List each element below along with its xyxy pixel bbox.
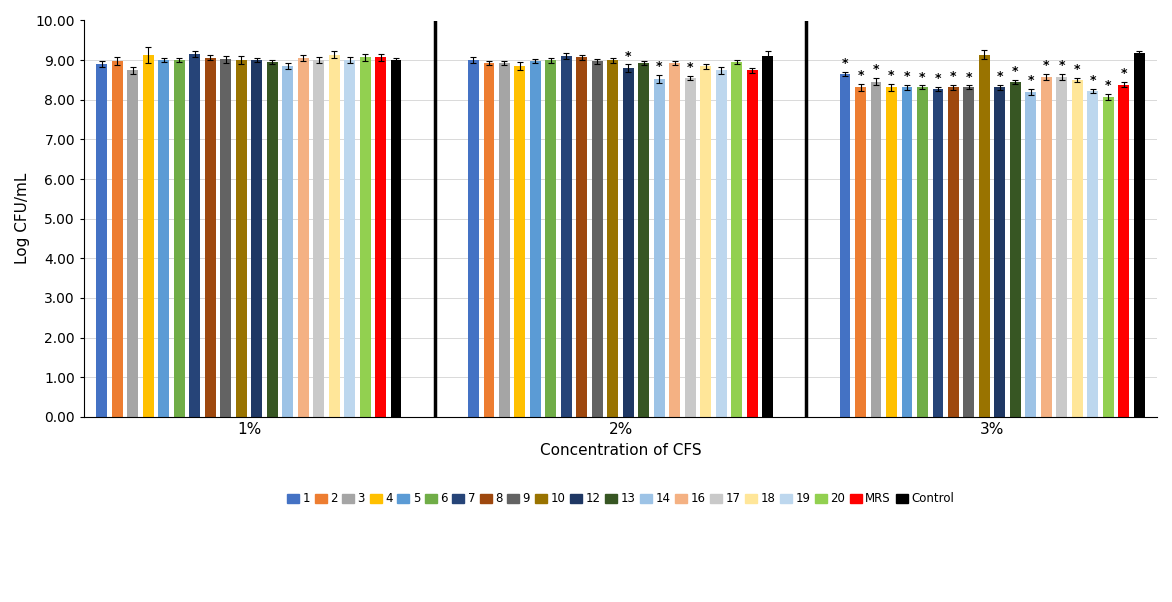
Bar — [251, 60, 263, 417]
Bar — [979, 55, 990, 417]
Bar — [96, 64, 108, 417]
Text: *: * — [656, 60, 662, 73]
Bar — [577, 57, 587, 417]
Bar — [561, 56, 572, 417]
Bar — [901, 87, 912, 417]
Bar — [220, 60, 231, 417]
Text: *: * — [935, 72, 941, 85]
Bar — [313, 60, 323, 417]
Bar — [1103, 97, 1113, 417]
Bar — [622, 69, 634, 417]
Bar — [669, 63, 680, 417]
Bar — [328, 55, 340, 417]
Bar — [205, 58, 216, 417]
Text: *: * — [904, 70, 911, 83]
Bar — [158, 60, 169, 417]
Bar — [1133, 53, 1145, 417]
Bar — [654, 79, 665, 417]
Text: *: * — [841, 57, 849, 70]
Bar — [592, 61, 602, 417]
Bar — [716, 70, 727, 417]
Text: *: * — [1120, 67, 1127, 80]
Bar — [499, 63, 510, 417]
Bar — [298, 58, 308, 417]
Bar — [762, 56, 774, 417]
Text: *: * — [888, 69, 894, 81]
Text: *: * — [919, 70, 926, 84]
Text: *: * — [857, 69, 864, 82]
Bar — [267, 62, 278, 417]
X-axis label: Concentration of CFS: Concentration of CFS — [540, 443, 701, 458]
Bar — [113, 61, 123, 417]
Bar — [639, 63, 649, 417]
Bar — [484, 63, 495, 417]
Text: *: * — [950, 70, 956, 83]
Text: *: * — [625, 49, 632, 63]
Bar — [375, 57, 386, 417]
Bar — [1041, 77, 1051, 417]
Bar — [515, 66, 525, 417]
Bar — [948, 87, 959, 417]
Bar — [994, 87, 1006, 417]
Bar — [856, 87, 866, 417]
Bar — [236, 60, 246, 417]
Bar — [190, 54, 200, 417]
Bar — [1056, 77, 1068, 417]
Bar — [839, 74, 851, 417]
Bar — [731, 62, 742, 417]
Bar — [747, 70, 757, 417]
Bar — [963, 87, 974, 417]
Bar — [1088, 91, 1098, 417]
Bar — [933, 88, 943, 417]
Bar — [1026, 92, 1036, 417]
Text: *: * — [1013, 64, 1018, 78]
Bar — [607, 60, 618, 417]
Bar — [917, 87, 928, 417]
Bar — [360, 57, 370, 417]
Text: *: * — [1043, 60, 1050, 72]
Bar — [128, 70, 138, 417]
Text: *: * — [996, 70, 1003, 83]
Bar — [1072, 80, 1083, 417]
Bar — [143, 55, 154, 417]
Legend: 1, 2, 3, 4, 5, 6, 7, 8, 9, 10, 12, 13, 14, 16, 17, 18, 19, 20, MRS, Control: 1, 2, 3, 4, 5, 6, 7, 8, 9, 10, 12, 13, 1… — [282, 488, 959, 510]
Bar — [871, 81, 881, 417]
Bar — [701, 66, 711, 417]
Bar — [282, 66, 293, 417]
Text: *: * — [873, 63, 879, 76]
Bar — [468, 60, 479, 417]
Text: *: * — [1058, 60, 1065, 72]
Bar — [173, 60, 185, 417]
Y-axis label: Log CFU/mL: Log CFU/mL — [15, 173, 30, 264]
Text: *: * — [1028, 75, 1034, 87]
Text: *: * — [966, 70, 972, 84]
Text: *: * — [1074, 63, 1081, 76]
Text: *: * — [1105, 79, 1111, 92]
Bar — [545, 60, 557, 417]
Bar — [530, 61, 540, 417]
Bar — [684, 78, 696, 417]
Text: *: * — [1090, 73, 1096, 87]
Bar — [345, 60, 355, 417]
Bar — [390, 60, 402, 417]
Text: *: * — [687, 61, 694, 73]
Bar — [1010, 81, 1021, 417]
Bar — [1118, 85, 1129, 417]
Bar — [886, 87, 897, 417]
